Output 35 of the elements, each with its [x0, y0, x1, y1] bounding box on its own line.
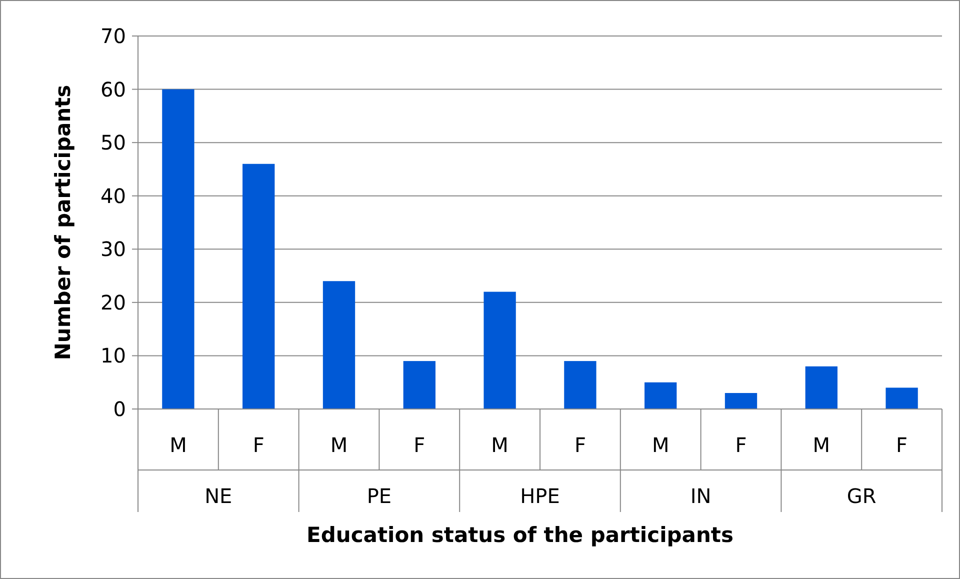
- y-tick-label: 60: [100, 77, 126, 102]
- x-tick-label: M: [652, 433, 670, 457]
- y-tick-label: 70: [100, 24, 126, 48]
- text: HPE: [520, 484, 560, 508]
- y-tick-label: 40: [100, 184, 126, 208]
- text: NE: [204, 484, 232, 508]
- x-tick-label: F: [252, 433, 264, 457]
- y-tick-label: 30: [100, 237, 126, 262]
- bar: [724, 393, 758, 409]
- y-tick-label: 50: [100, 130, 126, 155]
- x-tick-label: F: [896, 433, 908, 457]
- text: GR: [846, 484, 876, 508]
- x-tick-label: M: [812, 433, 830, 457]
- y-axis-title: Number of participants: [51, 84, 75, 360]
- bar: [242, 164, 275, 409]
- bar: [564, 361, 596, 409]
- bar: [644, 382, 677, 409]
- x-tick-label: F: [574, 433, 586, 457]
- y-tick-label: 0: [113, 397, 126, 421]
- bar: [162, 89, 194, 409]
- x-tick-label: F: [735, 433, 747, 457]
- y-tick-label: 20: [100, 290, 126, 314]
- x-axis-title: Education status of the participants: [306, 523, 734, 547]
- x-tick-label: M: [170, 433, 187, 457]
- bar: [805, 366, 838, 409]
- bar: [403, 361, 436, 409]
- text: IN: [690, 484, 712, 508]
- text: PE: [366, 484, 392, 508]
- y-tick-label: 10: [100, 344, 126, 368]
- bar: [484, 292, 516, 409]
- bar: [322, 281, 356, 409]
- bar: [886, 388, 918, 409]
- x-tick-label: M: [330, 433, 348, 457]
- x-tick-label: M: [491, 433, 508, 457]
- x-tick-label: F: [414, 433, 426, 457]
